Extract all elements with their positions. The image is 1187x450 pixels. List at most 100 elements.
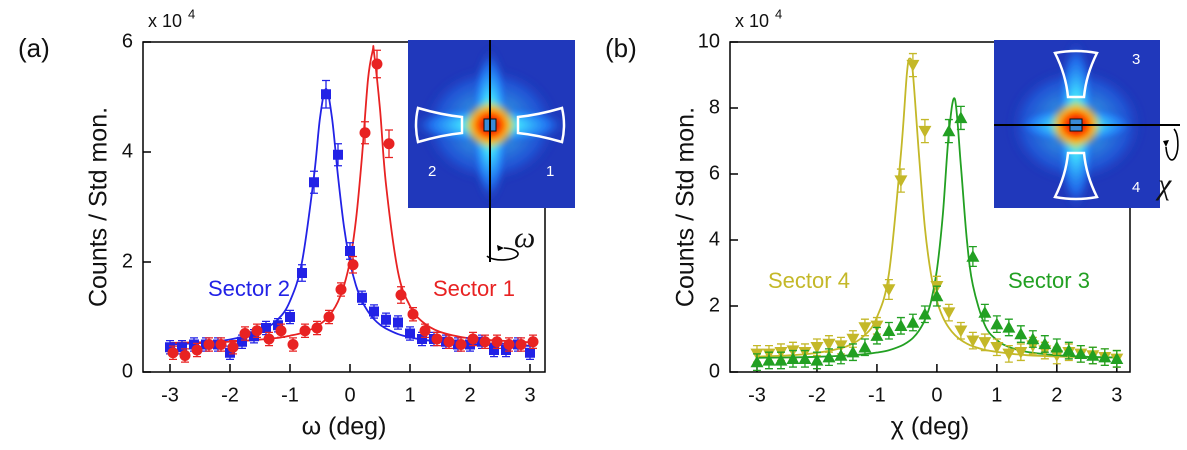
marker-circle <box>360 127 371 138</box>
x-tick-label: -3 <box>161 384 179 406</box>
panel-label: (b) <box>605 33 637 63</box>
marker-circle <box>312 323 323 334</box>
marker-square <box>261 323 271 333</box>
inset-label: 1 <box>546 163 554 180</box>
series-label: Sector 1 <box>433 276 515 301</box>
axis-multiplier: x 10 <box>735 11 769 31</box>
y-tick-label: 10 <box>698 30 720 52</box>
y-tick-label: 4 <box>709 228 720 250</box>
y-tick-label: 8 <box>709 96 720 118</box>
x-tick-label: 0 <box>344 384 355 406</box>
marker-circle <box>168 347 179 358</box>
marker-square <box>393 318 403 328</box>
inset-label: 2 <box>428 163 436 180</box>
figure: (a)x 1040246-3-2-10123ω (deg)Counts / St… <box>0 0 1187 450</box>
panel-label: (a) <box>18 33 50 63</box>
marker-circle <box>300 325 311 336</box>
marker-circle <box>480 336 491 347</box>
marker-triangle-down <box>942 307 955 319</box>
marker-circle <box>228 342 239 353</box>
marker-triangle-up <box>1038 337 1051 349</box>
marker-triangle-up <box>990 318 1003 330</box>
x-tick-label: -1 <box>281 384 299 406</box>
rotation-arrow <box>1166 129 1178 160</box>
marker-circle <box>180 350 191 361</box>
marker-triangle-up <box>1014 328 1027 340</box>
marker-circle <box>432 334 443 345</box>
series-label: Sector 4 <box>768 268 850 293</box>
x-tick-label: 2 <box>1051 384 1062 406</box>
marker-triangle-down <box>918 126 931 138</box>
marker-circle <box>336 284 347 295</box>
marker-circle <box>468 334 479 345</box>
marker-triangle-up <box>1050 341 1063 353</box>
marker-triangle-up <box>1026 333 1039 345</box>
x-tick-label: 3 <box>524 384 535 406</box>
marker-square <box>321 89 331 99</box>
y-axis-label: Counts / Std mon. <box>85 107 113 307</box>
marker-square <box>369 307 379 317</box>
x-tick-label: 1 <box>991 384 1002 406</box>
marker-circle <box>396 290 407 301</box>
marker-square <box>345 246 355 256</box>
inset-label: 4 <box>1132 179 1140 196</box>
x-tick-label: -1 <box>868 384 886 406</box>
marker-circle <box>444 336 455 347</box>
x-tick-label: 1 <box>404 384 415 406</box>
marker-circle <box>348 259 359 270</box>
x-axis-label: χ (deg) <box>891 413 969 441</box>
marker-circle <box>384 138 395 149</box>
y-axis-label: Counts / Std mon. <box>672 107 700 307</box>
marker-triangle-up <box>858 341 871 353</box>
marker-circle <box>504 339 515 350</box>
series-label: Sector 2 <box>208 276 290 301</box>
rotation-arrowhead <box>497 245 504 251</box>
marker-circle <box>240 328 251 339</box>
marker-circle <box>408 309 419 320</box>
marker-circle <box>276 325 287 336</box>
marker-circle <box>456 339 467 350</box>
marker-circle <box>492 336 503 347</box>
marker-triangle-up <box>942 125 955 137</box>
marker-triangle-up <box>870 329 883 341</box>
x-tick-label: -3 <box>748 384 766 406</box>
marker-triangle-down <box>966 335 979 347</box>
y-tick-label: 4 <box>122 140 133 162</box>
x-axis-label: ω (deg) <box>302 413 387 441</box>
y-tick-label: 6 <box>122 30 133 52</box>
marker-circle <box>420 325 431 336</box>
marker-circle <box>372 59 383 70</box>
rotation-symbol: ω <box>514 221 535 254</box>
marker-square <box>333 150 343 160</box>
x-tick-label: -2 <box>808 384 826 406</box>
marker-square <box>297 268 307 278</box>
marker-triangle-up <box>894 319 907 331</box>
marker-square <box>381 315 391 325</box>
axis-multiplier-exponent: 4 <box>775 6 782 21</box>
axis-multiplier-exponent: 4 <box>188 6 195 21</box>
marker-circle <box>528 336 539 347</box>
marker-square <box>525 348 535 358</box>
marker-triangle-down <box>978 337 991 349</box>
rotation-symbol: χ <box>1155 168 1172 201</box>
marker-circle <box>516 339 527 350</box>
y-tick-label: 2 <box>709 294 720 316</box>
rotation-arrowhead <box>1163 140 1169 147</box>
x-tick-label: -2 <box>221 384 239 406</box>
marker-circle <box>264 334 275 345</box>
marker-circle <box>204 339 215 350</box>
x-tick-label: 3 <box>1111 384 1122 406</box>
marker-circle <box>216 339 227 350</box>
marker-square <box>405 329 415 339</box>
marker-triangle-down <box>1014 347 1027 359</box>
marker-circle <box>324 312 335 323</box>
marker-triangle-down <box>894 175 907 187</box>
marker-square <box>309 177 319 187</box>
marker-triangle-up <box>882 324 895 336</box>
axis-multiplier: x 10 <box>148 11 182 31</box>
marker-triangle-down <box>858 322 871 334</box>
y-tick-label: 6 <box>709 162 720 184</box>
series-label: Sector 3 <box>1008 268 1090 293</box>
marker-triangle-up <box>846 346 859 358</box>
